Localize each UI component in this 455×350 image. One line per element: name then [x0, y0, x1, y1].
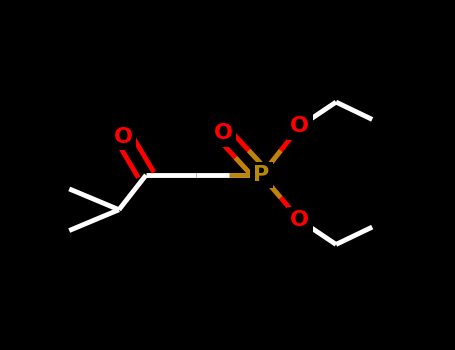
Text: O: O	[290, 117, 309, 136]
Text: O: O	[213, 123, 233, 144]
Text: O: O	[114, 127, 133, 147]
Text: O: O	[290, 210, 309, 230]
Text: P: P	[253, 165, 269, 185]
Text: P: P	[253, 165, 269, 185]
